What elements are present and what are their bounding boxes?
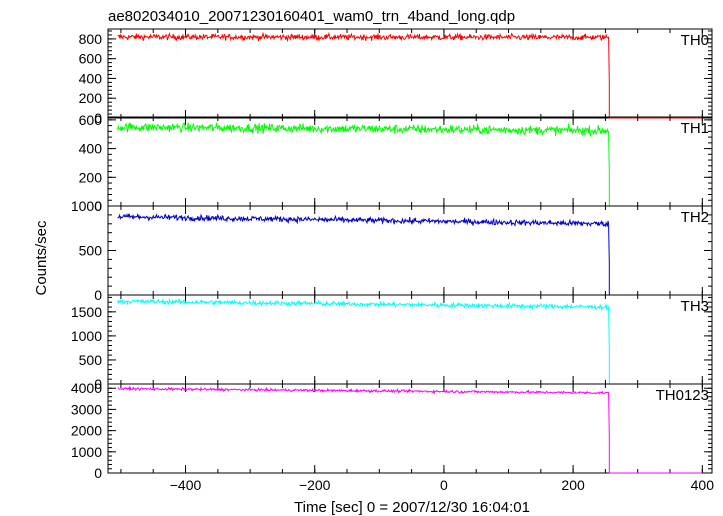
y-axis-label: Counts/sec: [33, 220, 50, 296]
panel-frame: [107, 28, 713, 119]
x-axis: −400 −200 0 200 400: [170, 477, 714, 493]
panel-label-th3: TH3: [681, 298, 709, 315]
y-tick-label: 0: [94, 110, 102, 126]
panel-label-th0123: TH0123: [656, 387, 709, 404]
panel-label-th0: TH0: [681, 32, 709, 49]
y-tick-label: 400: [79, 70, 103, 86]
y-tick-label: 600: [79, 51, 103, 67]
chart-title: ae802034010_20071230160401_wam0_trn_4ban…: [108, 8, 515, 25]
y-tick-label: 2000: [71, 423, 102, 439]
y-tick-label: 500: [79, 243, 103, 259]
panel-th0: 0 200 400 600 800 TH0: [79, 28, 713, 126]
y-tick-label: 1000: [71, 328, 102, 344]
panel-label-th1: TH1: [681, 120, 709, 137]
x-tick-label: −400: [170, 477, 202, 493]
y-tick-label: 0: [94, 198, 102, 214]
panel-th2: 0 500 1000 TH2: [71, 198, 713, 303]
y-tick-label: 500: [79, 352, 103, 368]
panel-label-th2: TH2: [681, 209, 709, 226]
x-tick-label: 0: [440, 477, 448, 493]
y-tick-label: 400: [79, 141, 103, 157]
y-tick-label: 800: [79, 31, 103, 47]
x-tick-label: 400: [691, 477, 715, 493]
y-tick-label: 200: [79, 90, 103, 106]
y-tick-label: 1000: [71, 198, 102, 214]
y-tick-label: 0: [94, 287, 102, 303]
x-axis-label: Time [sec] 0 = 2007/12/30 16:04:01: [294, 499, 530, 516]
y-tick-label: 1500: [71, 304, 102, 320]
panel-th1: 0 200 400 600 TH1: [79, 112, 713, 214]
series-th0123-line: [117, 385, 703, 474]
x-tick-label: −200: [299, 477, 331, 493]
series-th2-line: [117, 212, 703, 296]
series-th3-line: [117, 297, 703, 385]
series-th1-line: [117, 122, 703, 207]
panel-th0123: 0 1000 2000 3000 4000 TH0123: [71, 380, 713, 481]
panel-th3: 0 500 1000 1500 TH3: [71, 294, 713, 392]
panel-frame: [107, 383, 713, 474]
y-tick-label: 4000: [71, 380, 102, 396]
panels: 0 200 400 600 800 TH0 0 200 400 600 TH1 0 500 1000 TH2…: [71, 28, 713, 481]
y-tick-label: 0: [94, 376, 102, 392]
x-tick-label: 200: [561, 477, 585, 493]
panel-frame: [107, 294, 713, 385]
series-th0-line: [117, 31, 703, 119]
y-tick-label: 200: [79, 169, 103, 185]
y-tick-label: 600: [79, 112, 103, 128]
y-tick-label: 3000: [71, 401, 102, 417]
y-tick-label: 0: [94, 465, 102, 481]
y-tick-label: 1000: [71, 444, 102, 460]
